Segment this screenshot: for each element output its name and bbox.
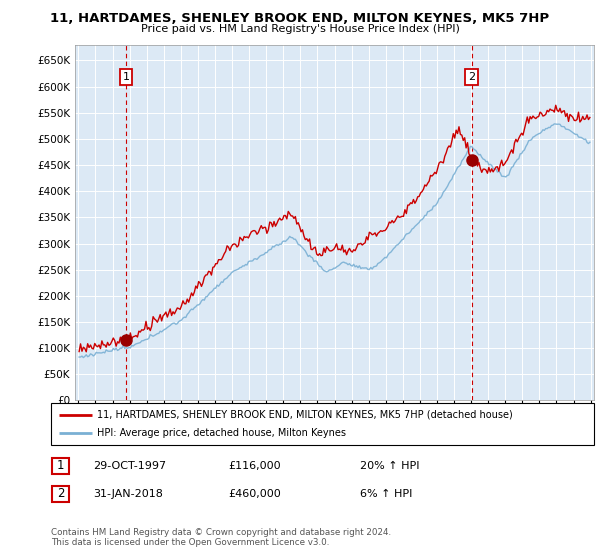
Text: 11, HARTDAMES, SHENLEY BROOK END, MILTON KEYNES, MK5 7HP (detached house): 11, HARTDAMES, SHENLEY BROOK END, MILTON… <box>97 409 513 419</box>
Text: 20% ↑ HPI: 20% ↑ HPI <box>360 461 419 471</box>
Text: Price paid vs. HM Land Registry's House Price Index (HPI): Price paid vs. HM Land Registry's House … <box>140 24 460 34</box>
Text: 31-JAN-2018: 31-JAN-2018 <box>93 489 163 499</box>
FancyBboxPatch shape <box>51 403 594 445</box>
Text: HPI: Average price, detached house, Milton Keynes: HPI: Average price, detached house, Milt… <box>97 428 346 438</box>
Text: 2: 2 <box>468 72 475 82</box>
Text: 11, HARTDAMES, SHENLEY BROOK END, MILTON KEYNES, MK5 7HP: 11, HARTDAMES, SHENLEY BROOK END, MILTON… <box>50 12 550 25</box>
Text: £460,000: £460,000 <box>228 489 281 499</box>
Text: 29-OCT-1997: 29-OCT-1997 <box>93 461 166 471</box>
FancyBboxPatch shape <box>52 486 69 502</box>
Text: 1: 1 <box>57 459 64 473</box>
Text: 1: 1 <box>122 72 130 82</box>
Text: 6% ↑ HPI: 6% ↑ HPI <box>360 489 412 499</box>
Text: Contains HM Land Registry data © Crown copyright and database right 2024.
This d: Contains HM Land Registry data © Crown c… <box>51 528 391 548</box>
FancyBboxPatch shape <box>52 458 69 474</box>
Text: 2: 2 <box>57 487 64 501</box>
Text: £116,000: £116,000 <box>228 461 281 471</box>
